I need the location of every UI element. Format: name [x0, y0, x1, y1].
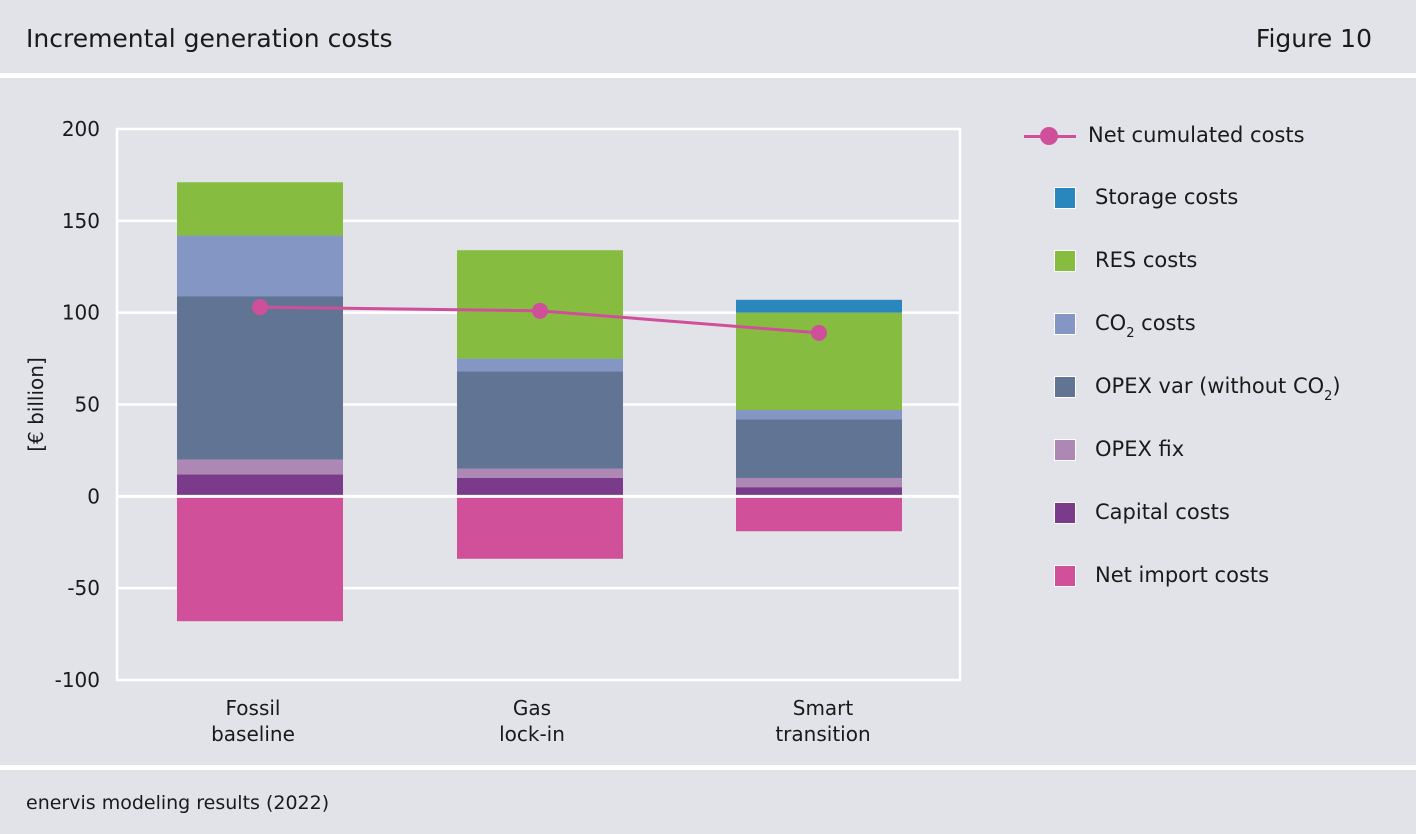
x-tick-label: transition: [775, 722, 870, 746]
net-cumulated-point: [811, 324, 827, 341]
y-tick-label: 0: [87, 484, 100, 508]
legend-item-net-cumulated-costs: Net cumulated costs: [1020, 120, 1410, 183]
legend-label: RES costs: [1095, 248, 1198, 272]
x-tick-label: Fossil: [226, 696, 281, 720]
legend-item-opex-var: OPEX var (without CO2): [1020, 372, 1410, 435]
legend-label: OPEX fix: [1095, 437, 1185, 461]
bar-segment: [457, 477, 623, 497]
x-tick-label: Smart: [793, 696, 854, 720]
legend-item-storage-costs: Storage costs: [1020, 183, 1410, 246]
bar-segment: [177, 182, 343, 236]
bar-segment: [177, 296, 343, 460]
legend-swatch: [1054, 313, 1076, 335]
x-tick-label: baseline: [211, 722, 295, 746]
y-tick-label: 100: [62, 301, 100, 325]
legend-swatch: [1054, 502, 1076, 524]
figure-number: Figure 10: [1255, 24, 1372, 53]
y-tick-label: -100: [55, 668, 100, 692]
bar-segment: [177, 474, 343, 497]
bar-segment: [736, 496, 902, 532]
y-tick-label: -50: [67, 576, 100, 600]
legend-label: Capital costs: [1095, 500, 1230, 524]
legend-label: Net import costs: [1095, 563, 1270, 587]
top-divider: [0, 73, 1416, 78]
y-axis-label: [€ billion]: [24, 357, 48, 452]
chart-title: Incremental generation costs: [26, 24, 393, 53]
bar-segment: [736, 299, 902, 313]
legend-swatch: [1054, 565, 1076, 587]
legend-swatch: [1054, 439, 1076, 461]
legend-swatch: [1054, 250, 1076, 272]
bar-segment: [457, 358, 623, 372]
legend: Net cumulated costs Storage costs RES co…: [1020, 120, 1410, 624]
bar-segment: [177, 496, 343, 622]
source-note: enervis modeling results (2022): [26, 792, 330, 814]
bar-segment: [736, 410, 902, 420]
bar-segment: [177, 459, 343, 475]
bar-segment: [736, 487, 902, 497]
y-tick-label: 200: [62, 117, 100, 141]
y-tick-label: 150: [62, 209, 100, 233]
bar-segment: [736, 477, 902, 488]
legend-item-capital-costs: Capital costs: [1020, 498, 1410, 561]
legend-label: Storage costs: [1095, 185, 1239, 209]
header: Incremental generation costs Figure 10: [0, 0, 1416, 74]
net-cumulated-point: [532, 302, 548, 319]
legend-item-net-import-costs: Net import costs: [1020, 561, 1410, 624]
legend-item-opex-fix: OPEX fix: [1020, 435, 1410, 498]
legend-item-co2-costs: CO2 costs: [1020, 309, 1410, 372]
legend-swatch: [1054, 376, 1076, 398]
bar-segment: [457, 468, 623, 478]
legend-label: Net cumulated costs: [1088, 123, 1305, 147]
legend-swatch: [1054, 187, 1076, 209]
bar-segment: [457, 496, 623, 559]
y-tick-label: 50: [75, 393, 100, 417]
x-tick-label: lock-in: [499, 722, 565, 746]
legend-label: CO2 costs: [1095, 311, 1196, 341]
legend-label: OPEX var (without CO2): [1095, 374, 1341, 404]
bar-segment: [457, 371, 623, 469]
bar-segment: [736, 419, 902, 478]
x-tick-label: Gas: [513, 696, 551, 720]
bottom-divider: [0, 765, 1416, 770]
legend-item-res-costs: RES costs: [1020, 246, 1410, 309]
net-cumulated-point: [252, 299, 268, 316]
legend-dot-marker: [1040, 127, 1058, 145]
bar-segment: [177, 235, 343, 297]
